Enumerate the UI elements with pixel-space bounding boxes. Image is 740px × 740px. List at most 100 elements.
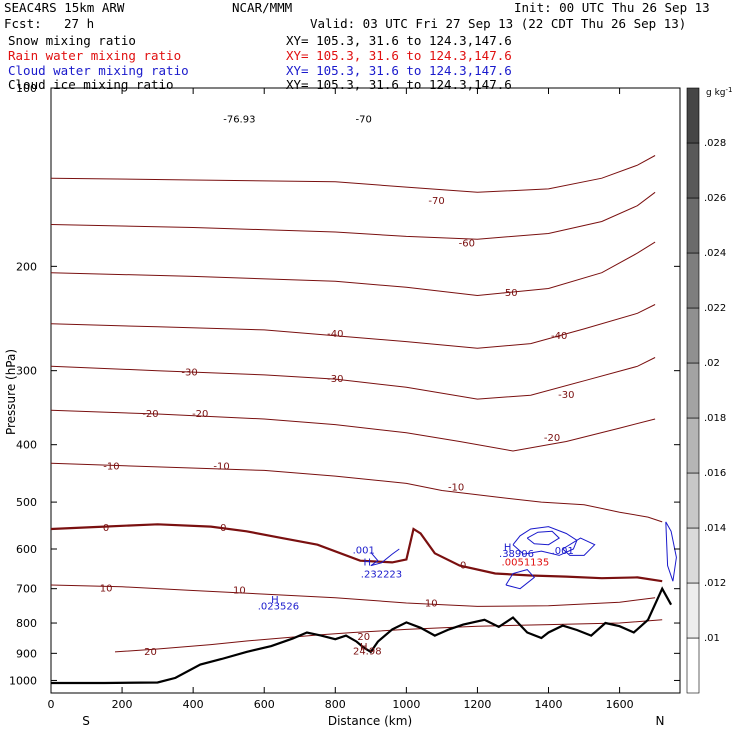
contour-annotation: -76.93 bbox=[223, 114, 255, 125]
isotherm-label: -10 bbox=[213, 461, 229, 472]
isotherm-label: -60 bbox=[459, 238, 475, 249]
colorbar-tick-label: .012 bbox=[704, 578, 726, 589]
colorbar-tick-label: .02 bbox=[704, 358, 720, 369]
colorbar-unit-text: g kg bbox=[706, 88, 726, 98]
cloud-water-contour-2 bbox=[526, 530, 561, 546]
x-axis-label: Distance (km) bbox=[328, 714, 412, 728]
colorbar-unit-exponent: -1 bbox=[726, 86, 733, 94]
colorbar-unit: g kg-1 bbox=[706, 86, 732, 98]
isotherm-10 bbox=[50, 584, 656, 607]
isotherm-label: 10 bbox=[425, 599, 438, 610]
isotherm-label: -20 bbox=[142, 409, 158, 420]
org-label: NCAR/MMM bbox=[232, 0, 293, 15]
colorbar-tick-label: .014 bbox=[704, 523, 726, 534]
colorbar-bin bbox=[686, 362, 700, 419]
x-tick-label: 200 bbox=[112, 698, 133, 711]
terrain-line bbox=[51, 586, 673, 685]
colorbar-bin bbox=[686, 417, 700, 474]
isotherm-20 bbox=[114, 619, 663, 653]
isotherm-label: -40 bbox=[551, 331, 567, 342]
x-tick-label: 1600 bbox=[606, 698, 634, 711]
isotherm-label: -30 bbox=[558, 390, 574, 401]
colorbar-tick-label: .024 bbox=[704, 248, 726, 259]
fcst-value: 27 h bbox=[64, 16, 95, 31]
isotherm--70 bbox=[50, 155, 656, 193]
y-tick-label: 200 bbox=[16, 260, 37, 273]
isotherm-label: -10 bbox=[103, 461, 119, 472]
x-tick-label: 800 bbox=[325, 698, 346, 711]
isotherm--60 bbox=[50, 191, 656, 240]
colorbar-bin bbox=[686, 142, 700, 199]
colorbar-tick-label: .01 bbox=[704, 633, 720, 644]
plot-frame bbox=[50, 87, 681, 694]
colorbar-bin bbox=[686, 637, 700, 694]
field-xy-rain: XY= 105.3, 31.6 to 124.3,147.6 bbox=[286, 48, 512, 63]
isotherm-label: 10 bbox=[100, 584, 113, 595]
isotherm--40 bbox=[50, 304, 656, 349]
isotherm-label: -50 bbox=[501, 288, 517, 299]
colorbar-bin bbox=[686, 252, 700, 309]
colorbar-tick-label: .016 bbox=[704, 468, 726, 479]
colorbar-tick-label: .028 bbox=[704, 138, 726, 149]
isotherm-label: 0 bbox=[460, 561, 466, 572]
colorbar-bin bbox=[686, 87, 700, 144]
field-name-cloud-water: Cloud water mixing ratio bbox=[8, 63, 189, 78]
x-tick-label: 400 bbox=[183, 698, 204, 711]
field-name-snow: Snow mixing ratio bbox=[8, 33, 136, 48]
contour-annotation: .232223 bbox=[361, 570, 402, 581]
y-tick-label: 700 bbox=[16, 583, 37, 596]
isotherm-label: 20 bbox=[144, 647, 157, 658]
isotherm-label: 0 bbox=[103, 523, 109, 534]
y-tick-label: 500 bbox=[16, 496, 37, 509]
y-tick-label: 900 bbox=[16, 647, 37, 660]
y-tick-label: 100 bbox=[16, 82, 37, 95]
contour-annotation: .001 bbox=[353, 545, 375, 556]
x-axis-ticks: 0 200 400 600 800 1000 1200 1400 1600 bbox=[48, 88, 634, 711]
colorbar-bin bbox=[686, 582, 700, 639]
contour-annotation: H bbox=[364, 557, 372, 568]
isotherm-label: 0 bbox=[220, 523, 226, 534]
isotherm--20 bbox=[50, 409, 656, 452]
temperature-contours: -70 -60 -50 -40 -40 -30 -30 -30 -20 -20 -20 -10 -10 -… bbox=[50, 155, 663, 658]
colorbar-bin bbox=[686, 527, 700, 584]
isotherm-label: -10 bbox=[448, 482, 464, 493]
colorbar-bin bbox=[686, 307, 700, 364]
colorbar-tick-label: .026 bbox=[704, 193, 726, 204]
field-name-rain: Rain water mixing ratio bbox=[8, 48, 182, 63]
y-tick-label: 600 bbox=[16, 543, 37, 556]
colorbar-bin bbox=[686, 472, 700, 529]
cloud-water-contour-5 bbox=[665, 521, 677, 582]
isotherm-label: 20 bbox=[357, 632, 370, 643]
y-tick-label: 300 bbox=[16, 365, 37, 378]
contour-annotation: -70 bbox=[356, 114, 372, 125]
x-tick-label: 1200 bbox=[463, 698, 491, 711]
colorbar-tick-label: .022 bbox=[704, 303, 726, 314]
field-xy-cloud-water: XY= 105.3, 31.6 to 124.3,147.6 bbox=[286, 63, 512, 78]
isotherm-label: 10 bbox=[233, 586, 246, 597]
isotherm--10 bbox=[50, 462, 663, 523]
contour-annotation: H bbox=[271, 595, 279, 606]
y-tick-label: 1000 bbox=[9, 674, 37, 687]
end-label-right: N bbox=[656, 714, 665, 728]
cloud-water-contours bbox=[370, 521, 677, 590]
contour-annotation: .001 bbox=[552, 546, 574, 557]
isotherm-label: -20 bbox=[544, 433, 560, 444]
y-tick-label: 400 bbox=[16, 439, 37, 452]
contour-annotation: 24.98 bbox=[353, 646, 382, 657]
cloud-water-contour-0 bbox=[370, 548, 400, 567]
isotherm-label: -40 bbox=[327, 329, 343, 340]
isotherm--30 bbox=[50, 357, 656, 400]
init-time: Init: 00 UTC Thu 26 Sep 13 bbox=[514, 0, 710, 15]
cloud-water-contour-4 bbox=[505, 569, 536, 590]
contour-annotation: H bbox=[360, 642, 368, 653]
colorbar: .01 .012 .014 .016 .018 .02 .022 .024 .026 .028 bbox=[686, 87, 726, 694]
colorbar-bin bbox=[686, 197, 700, 254]
x-tick-label: 1000 bbox=[392, 698, 420, 711]
isotherm-0 bbox=[50, 523, 663, 583]
isotherm--50 bbox=[50, 241, 656, 297]
contour-annotation: H bbox=[504, 543, 512, 554]
isotherm-label: -70 bbox=[428, 196, 444, 207]
contour-annotation: .38906 bbox=[499, 549, 534, 560]
colorbar-tick-label: .018 bbox=[704, 413, 726, 424]
